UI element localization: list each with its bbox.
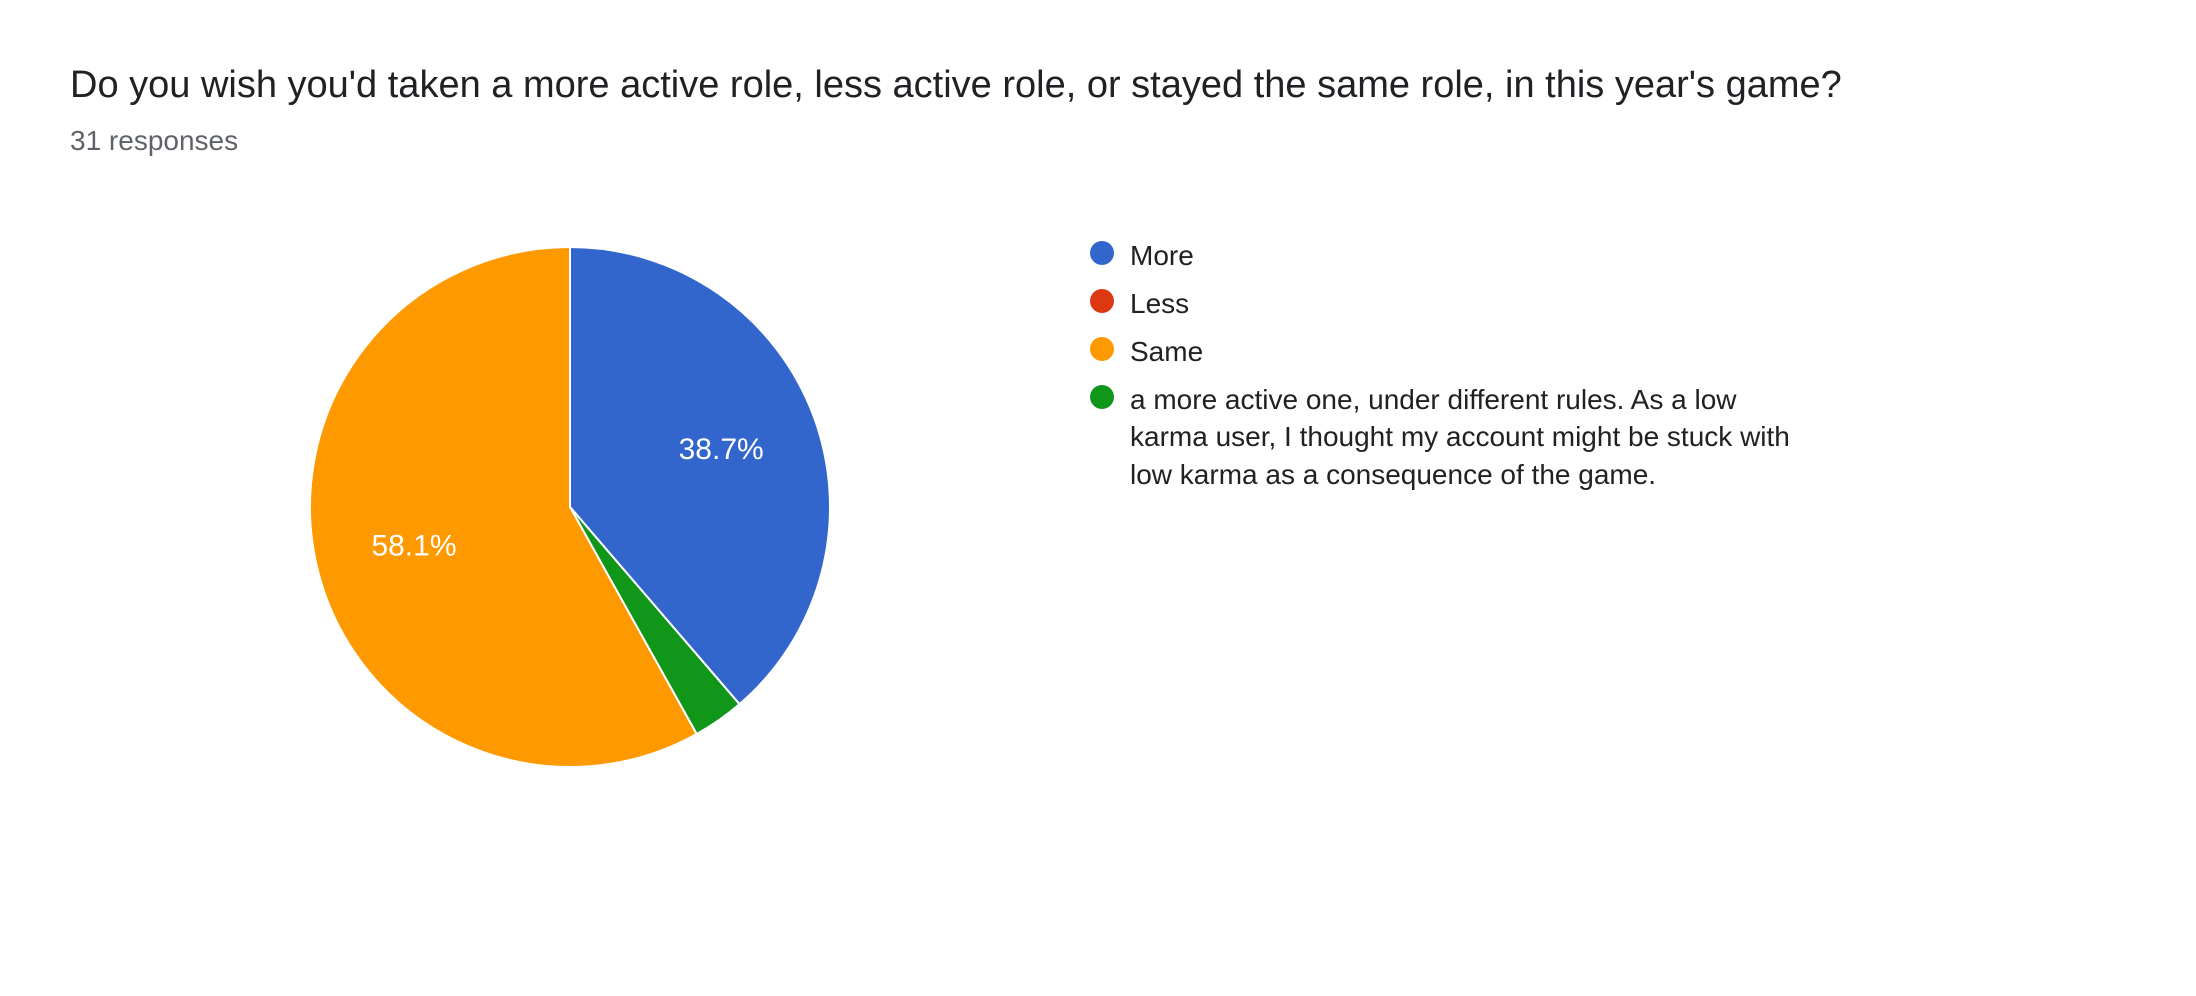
legend-label-more: More bbox=[1130, 237, 1194, 275]
chart-title: Do you wish you'd taken a more active ro… bbox=[70, 60, 2090, 111]
pie-slice-label-more: 38.7% bbox=[679, 433, 764, 466]
legend: More Less Same a more active one, under dif… bbox=[1070, 207, 2126, 504]
legend-swatch-other bbox=[1090, 385, 1114, 409]
pie-slice-label-same: 58.1% bbox=[371, 530, 456, 563]
chart-card: Do you wish you'd taken a more active ro… bbox=[0, 0, 2196, 996]
legend-swatch-more bbox=[1090, 241, 1114, 265]
legend-label-other: a more active one, under different rules… bbox=[1130, 381, 1810, 494]
response-count: 31 responses bbox=[70, 125, 2126, 157]
legend-item-less: Less bbox=[1090, 285, 1810, 323]
legend-label-less: Less bbox=[1130, 285, 1189, 323]
legend-item-more: More bbox=[1090, 237, 1810, 275]
legend-item-same: Same bbox=[1090, 333, 1810, 371]
pie-chart-container: 38.7% 58.1% bbox=[70, 207, 1070, 807]
legend-swatch-same bbox=[1090, 337, 1114, 361]
legend-label-same: Same bbox=[1130, 333, 1203, 371]
pie-chart: 38.7% 58.1% bbox=[270, 207, 870, 807]
legend-swatch-less bbox=[1090, 289, 1114, 313]
legend-item-other: a more active one, under different rules… bbox=[1090, 381, 1810, 494]
chart-row: 38.7% 58.1% More Less Same a more active one… bbox=[70, 207, 2126, 807]
